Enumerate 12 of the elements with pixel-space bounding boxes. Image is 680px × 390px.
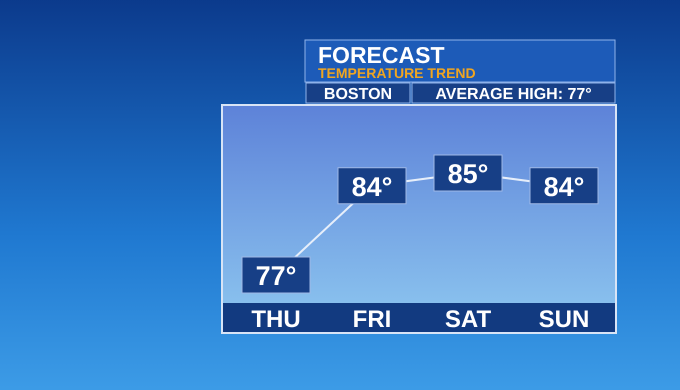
- chart-title: FORECAST: [318, 42, 444, 68]
- data-label: 84°: [544, 172, 584, 202]
- text: BOSTON: [324, 86, 392, 103]
- x-tick-label: THU: [251, 306, 301, 333]
- data-label: 77°: [256, 261, 296, 291]
- chart-subtitle: TEMPERATURE TREND: [318, 65, 476, 81]
- data-label: 85°: [448, 159, 488, 189]
- x-tick-label: FRI: [352, 306, 392, 333]
- x-tick-label: SUN: [538, 306, 590, 333]
- x-tick-label: SAT: [444, 306, 492, 333]
- data-label: 84°: [352, 172, 392, 202]
- text: AVERAGE HIGH: 77°: [435, 86, 592, 103]
